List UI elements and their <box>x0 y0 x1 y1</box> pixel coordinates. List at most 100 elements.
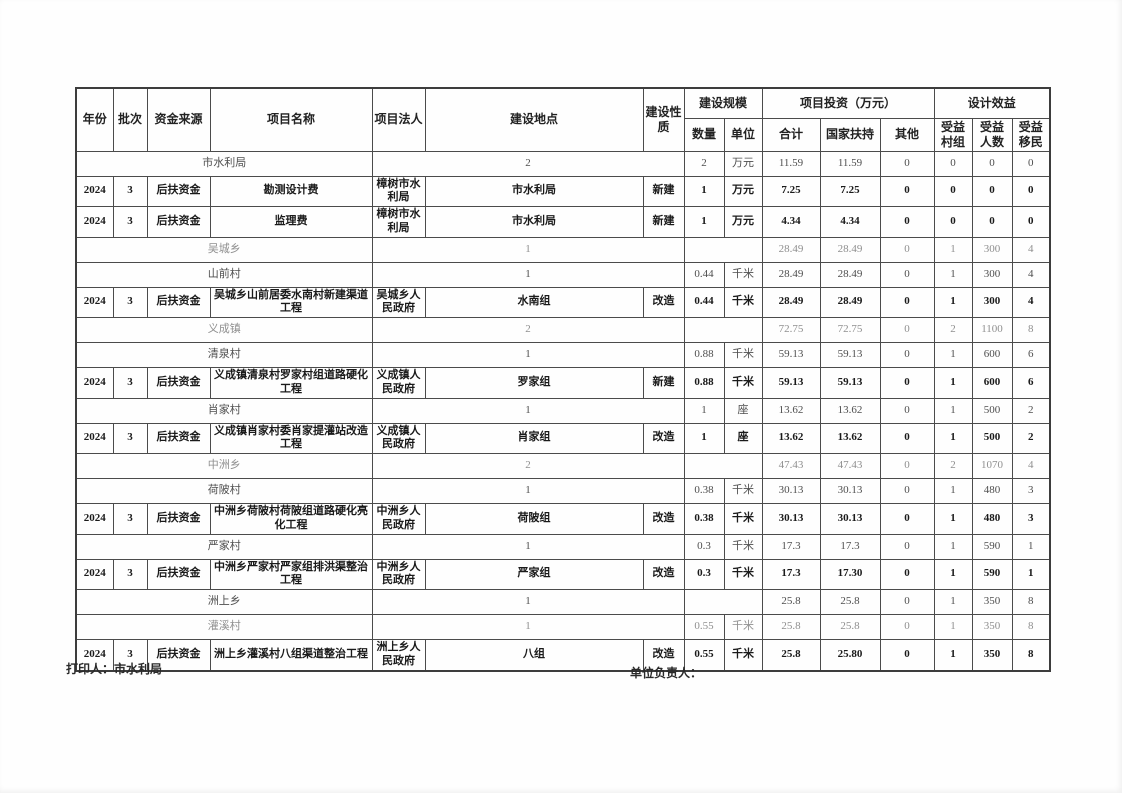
header-quantity: 数量 <box>683 117 725 152</box>
cell-benefit-migrants: 0 <box>1011 175 1051 207</box>
group-row: 义成镇 2 72.75 72.75 0 2 1100 8 <box>75 317 1051 343</box>
cell-benefit-people: 500 <box>971 422 1013 454</box>
cell-benefit-villages: 0 <box>933 150 973 177</box>
cell-benefit-villages: 1 <box>933 342 973 368</box>
cell-quantity: 0.55 <box>683 614 725 640</box>
header-funding-source: 资金来源 <box>146 87 211 152</box>
group-row: 肖家村 1 1 座 13.62 13.62 0 1 500 2 <box>75 397 1051 424</box>
cell-nature: 改造 <box>642 286 685 318</box>
cell-project-name: 义成镇清泉村罗家村组道路硬化工程 <box>209 367 373 399</box>
project-row: 2024 3 后扶资金 中洲乡荷陂村荷陂组道路硬化亮化工程 中洲乡人民政府 荷陂组 改造 0.… <box>75 503 1051 535</box>
cell-total: 17.3 <box>761 558 821 590</box>
cell-total: 25.8 <box>761 614 821 640</box>
cell-batch: 3 <box>112 422 148 454</box>
cell-benefit-villages: 1 <box>933 558 973 590</box>
cell-unit: 千米 <box>723 286 763 318</box>
unit-head-label: 单位负责人： <box>630 666 703 680</box>
group-project-count: 1 <box>371 342 685 368</box>
cell-benefit-villages: 1 <box>933 261 973 288</box>
cell-quantity: 1 <box>683 206 725 238</box>
cell-benefit-people: 600 <box>971 342 1013 368</box>
cell-other: 0 <box>879 367 935 399</box>
cell-benefit-people: 350 <box>971 614 1013 640</box>
cell-benefit-people: 0 <box>971 175 1013 207</box>
header-legal-person: 项目法人 <box>371 87 426 152</box>
header-scale-group: 建设规模 <box>683 87 763 119</box>
cell-quantity: 0.38 <box>683 503 725 535</box>
cell-benefit-people: 590 <box>971 533 1013 560</box>
cell-other: 0 <box>879 558 935 590</box>
cell-benefit-migrants: 2 <box>1011 397 1051 424</box>
cell-total: 17.3 <box>761 533 821 560</box>
group-project-count: 2 <box>371 317 685 343</box>
cell-total: 28.49 <box>761 286 821 318</box>
cell-benefit-villages: 1 <box>933 478 973 504</box>
cell-total: 4.34 <box>761 206 821 238</box>
cell-nature: 改造 <box>642 558 685 590</box>
group-name: 市水利局 <box>75 150 373 177</box>
cell-state-support: 28.49 <box>819 261 881 288</box>
cell-funding-source: 后扶资金 <box>146 175 211 207</box>
group-name: 清泉村 <box>75 342 373 368</box>
header-project-name: 项目名称 <box>209 87 373 152</box>
header-total: 合计 <box>761 117 821 152</box>
cell-benefit-people: 1070 <box>971 453 1013 479</box>
cell-year: 2024 <box>75 503 114 535</box>
group-project-count: 1 <box>371 478 685 504</box>
cell-benefit-people: 300 <box>971 261 1013 288</box>
group-project-count: 1 <box>371 261 685 288</box>
header-unit: 单位 <box>723 117 763 152</box>
cell-unit: 千米 <box>723 261 763 288</box>
cell-total: 25.8 <box>761 589 821 615</box>
cell-project-name: 吴城乡山前居委水南村新建渠道工程 <box>209 286 373 318</box>
cell-unit: 万元 <box>723 206 763 238</box>
cell-unit: 千米 <box>723 639 763 671</box>
header-benefit-people: 受益人数 <box>971 117 1013 152</box>
cell-benefit-people: 600 <box>971 367 1013 399</box>
cell-state-support: 30.13 <box>819 478 881 504</box>
cell-funding-source: 后扶资金 <box>146 558 211 590</box>
cell-batch: 3 <box>112 206 148 238</box>
cell-benefit-migrants: 4 <box>1011 261 1051 288</box>
cell-funding-source: 后扶资金 <box>146 286 211 318</box>
cell-funding-source: 后扶资金 <box>146 503 211 535</box>
cell-location: 水南组 <box>424 286 644 318</box>
cell-quantity: 0.44 <box>683 261 725 288</box>
cell-total: 25.8 <box>761 639 821 671</box>
cell-other: 0 <box>879 236 935 263</box>
printer-label: 打印人：市水利局 <box>66 662 163 676</box>
cell-other: 0 <box>879 533 935 560</box>
cell-other: 0 <box>879 422 935 454</box>
cell-total: 72.75 <box>761 317 821 343</box>
cell-other: 0 <box>879 453 935 479</box>
cell-quantity: 0.38 <box>683 478 725 504</box>
cell-location: 市水利局 <box>424 206 644 238</box>
cell-other: 0 <box>879 614 935 640</box>
cell-benefit-migrants: 8 <box>1011 317 1051 343</box>
cell-total: 59.13 <box>761 342 821 368</box>
table-body: 市水利局 2 2 万元 11.59 11.59 0 0 0 0 2024 3 后扶资金 勘测设计费 樟树市水… <box>75 150 1051 671</box>
group-name: 义成镇 <box>75 317 373 343</box>
cell-state-support: 11.59 <box>819 150 881 177</box>
cell-location: 荷陂组 <box>424 503 644 535</box>
cell-year: 2024 <box>75 206 114 238</box>
cell-total: 13.62 <box>761 422 821 454</box>
cell-benefit-migrants: 1 <box>1011 558 1051 590</box>
cell-total: 7.25 <box>761 175 821 207</box>
group-row: 洲上乡 1 25.8 25.8 0 1 350 8 <box>75 589 1051 615</box>
cell-benefit-villages: 1 <box>933 422 973 454</box>
cell-year: 2024 <box>75 286 114 318</box>
group-row: 中洲乡 2 47.43 47.43 0 2 1070 4 <box>75 453 1051 479</box>
cell-benefit-migrants: 3 <box>1011 503 1051 535</box>
group-scale-empty <box>683 589 763 615</box>
group-row: 吴城乡 1 28.49 28.49 0 1 300 4 <box>75 236 1051 263</box>
cell-location: 市水利局 <box>424 175 644 207</box>
cell-batch: 3 <box>112 367 148 399</box>
cell-benefit-migrants: 1 <box>1011 533 1051 560</box>
group-scale-empty <box>683 453 763 479</box>
header-investment-group: 项目投资（万元） <box>761 87 935 119</box>
cell-benefit-people: 590 <box>971 558 1013 590</box>
cell-quantity: 0.88 <box>683 342 725 368</box>
cell-benefit-villages: 1 <box>933 286 973 318</box>
cell-legal-person: 吴城乡人民政府 <box>371 286 426 318</box>
